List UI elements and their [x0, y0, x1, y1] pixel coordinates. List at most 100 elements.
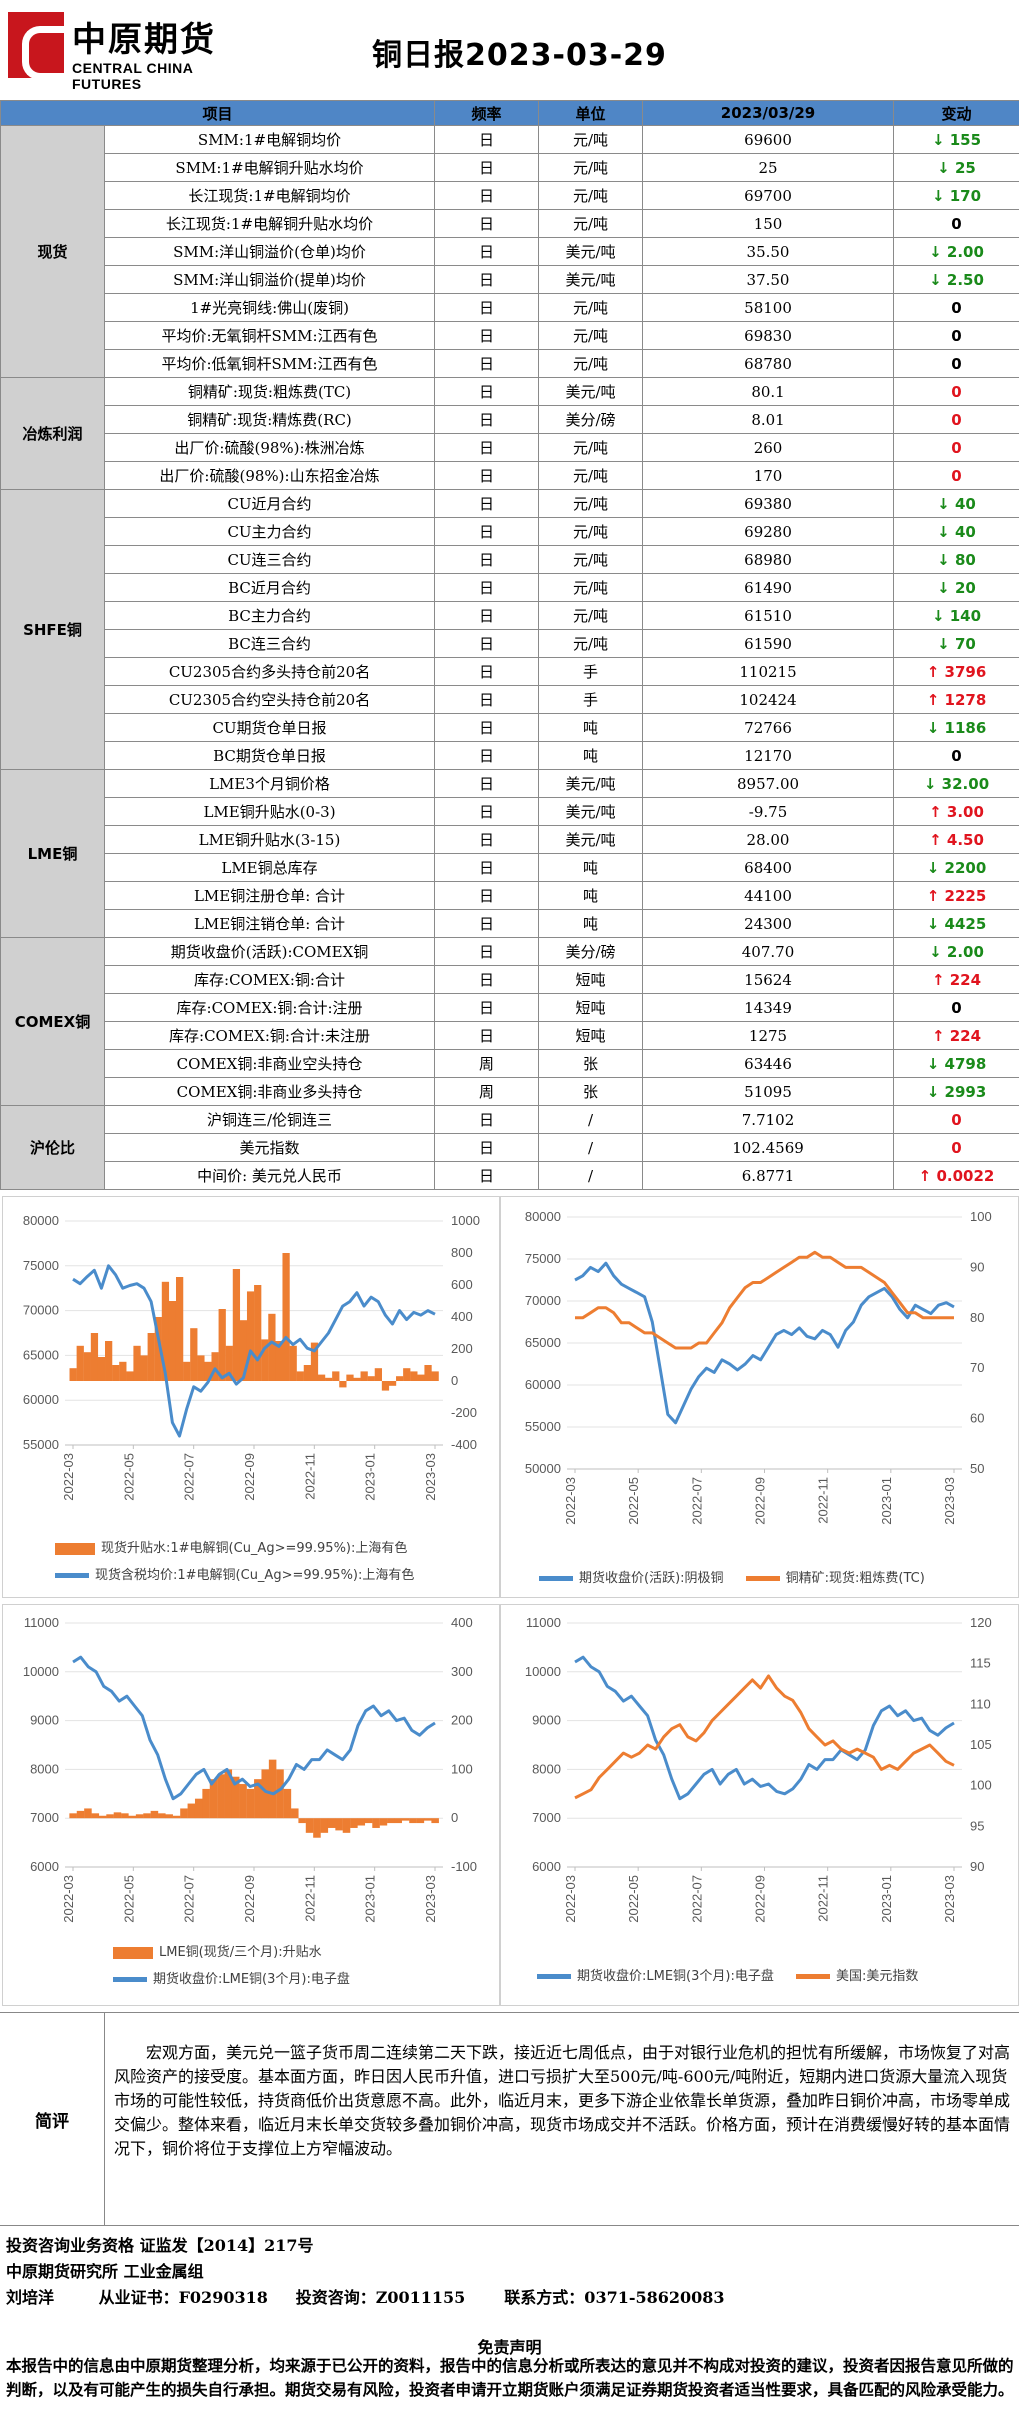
- line-series: [575, 1250, 954, 1350]
- value-cell: 61590: [642, 629, 895, 658]
- bar-mark: [84, 1808, 92, 1819]
- change-cell: 0: [893, 993, 1019, 1022]
- frequency-cell: 日: [434, 685, 540, 714]
- bar-mark: [409, 1818, 417, 1824]
- x-tick-label: 2022-03: [61, 1453, 76, 1501]
- table-row: 库存:COMEX:铜:合计:未注册日短吨 1275 ↑ 224: [1, 1021, 1019, 1050]
- value-cell: 63446: [642, 1049, 895, 1078]
- unit-cell: 张: [538, 1049, 644, 1078]
- unit-cell: 美分/磅: [538, 405, 644, 434]
- x-tick-label: 2022-03: [563, 1477, 578, 1525]
- frequency-cell: 日: [434, 769, 540, 798]
- bar-mark: [332, 1371, 340, 1381]
- bar-mark: [135, 1814, 144, 1819]
- frequency-cell: 日: [434, 993, 540, 1022]
- change-cell: ↓ 2.50: [893, 265, 1019, 294]
- x-tick-label: 2022-11: [302, 1875, 317, 1922]
- item-cell: 库存:COMEX:铜:合计:注册: [103, 993, 436, 1022]
- bar-mark: [76, 1810, 85, 1819]
- bar-mark: [305, 1818, 314, 1833]
- item-cell: 中间价: 美元兑人民币: [103, 1161, 436, 1190]
- unit-cell: 元/吨: [538, 181, 644, 210]
- right-tick-label: 300: [451, 1664, 473, 1679]
- item-cell: COMEX铜:非商业空头持仓: [103, 1049, 436, 1078]
- bar-mark: [217, 1774, 225, 1819]
- legend-item: 现货升贴水:1#电解铜(Cu_Ag>=99.95%):上海有色: [55, 1537, 414, 1556]
- unit-cell: 元/吨: [538, 293, 644, 322]
- item-cell: COMEX铜:非商业多头持仓: [103, 1077, 436, 1106]
- item-cell: SMM:1#电解铜均价: [103, 125, 436, 154]
- bar-mark: [387, 1818, 395, 1824]
- bar-mark: [175, 1277, 184, 1381]
- change-cell: 0: [893, 741, 1019, 770]
- item-cell: CU2305合约多头持仓前20名: [103, 657, 436, 686]
- right-tick-label: 0: [451, 1373, 458, 1388]
- frequency-cell: 周: [434, 1077, 540, 1106]
- legend-label: 美国:美元指数: [836, 1969, 919, 1984]
- col-header-unit: 单位: [538, 100, 644, 126]
- unit-cell: 元/吨: [538, 517, 644, 546]
- table-row: 库存:COMEX:铜:合计:注册日短吨 14349 0: [1, 993, 1019, 1022]
- bar-mark: [364, 1818, 373, 1824]
- value-cell: 8.01: [642, 405, 895, 434]
- x-tick-label: 2022-07: [182, 1875, 197, 1923]
- bar-mark: [416, 1818, 425, 1824]
- frequency-cell: 日: [434, 545, 540, 574]
- right-tick-label: 0: [451, 1810, 458, 1825]
- unit-cell: 元/吨: [538, 125, 644, 154]
- item-cell: BC连三合约: [103, 629, 436, 658]
- change-cell: ↑ 224: [893, 965, 1019, 994]
- frequency-cell: 日: [434, 293, 540, 322]
- unit-cell: 美分/磅: [538, 937, 644, 966]
- table-row: LME铜总库存日吨 68400 ↓ 2200: [1, 853, 1019, 882]
- bar-mark: [140, 1355, 148, 1381]
- bar-mark: [394, 1818, 402, 1824]
- disclaimer-text: 本报告中的信息由中原期货整理分析，均来源于已公开的资料，报告中的信息分析或所表达…: [6, 2356, 1014, 2399]
- left-tick-label: 70000: [23, 1303, 59, 1318]
- left-tick-label: 11000: [24, 1615, 59, 1630]
- table-row: SHFE铜 CU近月合约日元/吨 69380 ↓ 40: [0, 489, 1019, 770]
- frequency-cell: 日: [434, 1105, 540, 1134]
- legend-item: 期货收盘价:LME铜(3个月):电子盘: [113, 1968, 350, 1987]
- change-cell: 0: [893, 461, 1019, 490]
- bar-mark: [431, 1371, 439, 1381]
- bar-mark: [360, 1371, 368, 1381]
- x-tick-label: 2022-09: [242, 1875, 257, 1923]
- table-row: BC近月合约日元/吨 61490 ↓ 20: [1, 573, 1019, 602]
- bar-mark: [158, 1813, 166, 1819]
- right-tick-label: 200: [451, 1713, 473, 1728]
- frequency-cell: 日: [434, 937, 540, 966]
- bar-mark: [335, 1818, 343, 1831]
- change-cell: ↑ 3796: [893, 657, 1019, 686]
- x-tick-label: 2022-05: [626, 1477, 641, 1525]
- table-row: CU2305合约多头持仓前20名日手 110215 ↑ 3796: [1, 657, 1019, 686]
- left-tick-label: 60000: [23, 1392, 59, 1407]
- bar-mark: [239, 1320, 248, 1381]
- left-tick-label: 8000: [30, 1761, 59, 1776]
- table-row: 库存:COMEX:铜:合计日短吨 15624 ↑ 224: [1, 965, 1019, 994]
- x-tick-label: 2022-09: [753, 1477, 768, 1525]
- x-tick-label: 2022-09: [753, 1875, 768, 1923]
- item-cell: BC期货仓单日报: [103, 741, 436, 770]
- unit-cell: /: [538, 1105, 644, 1134]
- bar-mark: [202, 1788, 210, 1819]
- value-cell: 61490: [642, 573, 895, 602]
- unit-cell: 元/吨: [538, 209, 644, 238]
- frequency-cell: 日: [434, 853, 540, 882]
- item-cell: LME铜升贴水(0-3): [103, 797, 436, 826]
- frequency-cell: 日: [434, 517, 540, 546]
- left-tick-label: 6000: [30, 1859, 59, 1874]
- unit-cell: 张: [538, 1077, 644, 1106]
- item-cell: 铜精矿:现货:精炼费(RC): [103, 405, 436, 434]
- unit-cell: 元/吨: [538, 545, 644, 574]
- table-row: LME铜 LME3个月铜价格日美元/吨 8957.00 ↓ 32.00: [0, 769, 1019, 938]
- bar-mark: [401, 1818, 410, 1821]
- change-cell: ↓ 70: [893, 629, 1019, 658]
- value-cell: 1275: [642, 1021, 895, 1050]
- change-cell: ↑ 3.00: [893, 797, 1019, 826]
- unit-cell: 元/吨: [538, 433, 644, 462]
- bar-mark: [209, 1779, 218, 1819]
- table-row: 长江现货:1#电解铜均价日元/吨 69700 ↓ 170: [1, 181, 1019, 210]
- change-cell: ↓ 2200: [893, 853, 1019, 882]
- bar-mark: [90, 1333, 99, 1381]
